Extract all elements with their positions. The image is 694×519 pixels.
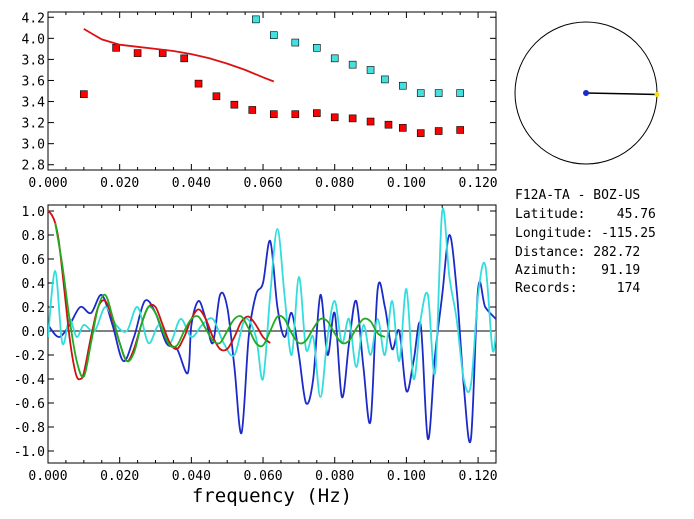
station-marker (583, 90, 589, 96)
red-data-point (384, 120, 393, 129)
bot-y-tick-label: 0.6 (22, 253, 45, 268)
cyan-data-point (291, 38, 300, 47)
correlation-plot: 0.000 0.020 0.040 0.060 0.080 0.100 0.120 1.0 0.… (14, 204, 498, 507)
top-y-tick-label: 3.8 (22, 53, 45, 68)
top-y-tick-label: 3.0 (22, 138, 45, 153)
bot-y-tick-label: 0.4 (22, 277, 46, 292)
bot-y-tick-label: -0.8 (14, 421, 45, 436)
velocity-plot: 0.000 0.020 0.040 0.060 0.080 0.100 0.120 2.8 3.… (22, 11, 498, 191)
model-curve (83, 28, 275, 83)
info-longitude: Longitude: -115.25 (515, 226, 656, 241)
red-data-point (133, 49, 142, 57)
info-latitude: Latitude: 45.76 (515, 207, 656, 222)
info-records: Records: 174 (515, 281, 640, 296)
azimuth-dial (514, 21, 660, 165)
red-data-point (416, 129, 425, 137)
bot-y-tick-label: 0.8 (22, 229, 45, 244)
cyan-data-point (252, 15, 260, 24)
red-data-point (212, 92, 221, 101)
red-data-point (330, 113, 339, 122)
top-y-tick-label: 3.6 (22, 74, 45, 89)
red-data-point (291, 110, 300, 118)
top-x-tick-label: 0.120 (459, 176, 498, 191)
top-x-tick-label: 0.060 (243, 176, 282, 191)
red-data-point (230, 100, 239, 109)
red-data-point (269, 110, 278, 118)
cyan-data-point (399, 81, 407, 90)
red-data-point (456, 126, 464, 134)
red-data-point (248, 106, 257, 114)
station-info: F12A-TA - BOZ-US Latitude: 45.76 Longitu… (515, 188, 656, 296)
bot-y-tick-label: 0.2 (22, 301, 45, 316)
top-x-tick-label: 0.080 (315, 176, 354, 191)
cyan-data-point (416, 89, 425, 97)
bot-x-tick-label: 0.020 (100, 469, 139, 484)
cyan-data-point (312, 44, 321, 52)
x-axis-label: frequency (Hz) (192, 485, 352, 507)
bot-y-tick-label: 1.0 (22, 205, 45, 220)
top-y-tick-label: 2.8 (22, 159, 45, 174)
cyan-series-line (48, 207, 496, 398)
red-data-point (348, 114, 357, 123)
cyan-data-point (330, 54, 339, 63)
bot-y-tick-label: -0.2 (14, 349, 45, 364)
top-x-tick-label: 0.100 (387, 176, 426, 191)
bot-x-tick-label: 0.040 (172, 469, 211, 484)
green-series-line (54, 222, 386, 379)
red-data-point (366, 117, 375, 126)
top-x-tick-label: 0.040 (172, 176, 211, 191)
bot-x-tick-label: 0.120 (459, 469, 498, 484)
red-data-point (80, 90, 88, 98)
station-name: F12A-TA - BOZ-US (515, 188, 640, 203)
cyan-data-point (366, 66, 375, 74)
cyan-data-point (348, 60, 357, 69)
top-x-tick-label: 0.000 (28, 176, 67, 191)
bot-y-tick-label: -0.6 (14, 397, 45, 412)
bot-y-tick-label: -0.4 (14, 373, 45, 388)
top-y-tick-label: 4.0 (22, 32, 45, 47)
top-y-tick-label: 3.2 (22, 117, 45, 132)
red-data-point (434, 127, 443, 135)
bot-x-tick-label: 0.080 (315, 469, 354, 484)
top-x-tick-label: 0.020 (100, 176, 139, 191)
bot-y-tick-label: 0.0 (22, 325, 45, 340)
cyan-data-point (456, 89, 464, 97)
info-azimuth: Azimuth: 91.19 (515, 263, 640, 278)
top-y-tick-label: 4.2 (22, 11, 45, 26)
cyan-data-point (269, 31, 278, 39)
red-data-point (112, 44, 120, 52)
bot-x-tick-label: 0.000 (28, 469, 67, 484)
bot-x-tick-label: 0.100 (387, 469, 426, 484)
info-distance: Distance: 282.72 (515, 245, 640, 260)
velocity-plot-frame (47, 11, 497, 171)
cyan-data-point (381, 75, 389, 84)
red-data-point (399, 124, 407, 132)
top-y-tick-label: 3.4 (22, 96, 46, 111)
azimuth-line (585, 92, 658, 96)
bot-y-tick-label: -1.0 (14, 445, 45, 460)
red-data-point (194, 79, 203, 88)
red-data-point (312, 109, 321, 117)
source-marker (654, 92, 660, 97)
red-data-point (180, 54, 188, 63)
bot-x-tick-label: 0.060 (243, 469, 282, 484)
cyan-data-point (434, 89, 443, 97)
